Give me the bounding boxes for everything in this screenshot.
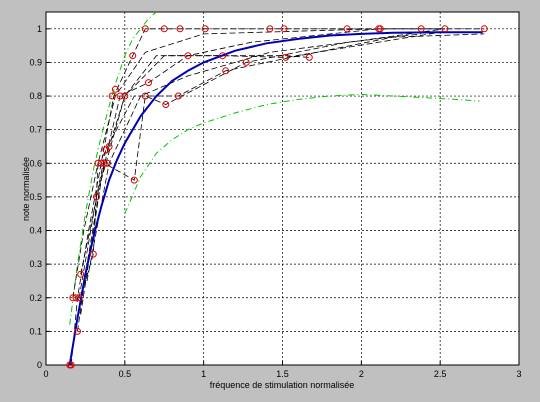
y-axis-ticks: 0 0.1 0.2 0.3 0.4 0.5 0.6 0.7 0.8 0.9 1: [29, 24, 50, 370]
data-point: [280, 25, 288, 33]
subject-curve: [80, 31, 441, 315]
data-point: [67, 361, 75, 369]
data-point: [74, 327, 81, 335]
data-point: [417, 25, 425, 33]
subject-curve: [77, 28, 445, 332]
data-point: [108, 92, 116, 100]
y-tick-label: 0: [37, 360, 42, 370]
data-point: [305, 53, 313, 61]
lower-bound-curve: [124, 93, 480, 214]
subject-curve: [80, 33, 422, 275]
data-point: [145, 79, 152, 87]
x-tick-label: 2.5: [434, 369, 447, 379]
data-point: [130, 176, 138, 184]
subject-curve: [86, 28, 445, 282]
data-point: [121, 92, 129, 100]
data-point: [141, 92, 149, 100]
data-point: [376, 25, 384, 33]
x-axis-ticks: 0 0.5 1 1.5 2 2.5 3: [43, 361, 522, 379]
y-tick-label: 0.8: [29, 91, 42, 101]
data-point: [72, 294, 80, 302]
data-point: [77, 270, 85, 278]
data-point: [100, 159, 108, 167]
y-tick-label: 0.5: [29, 192, 42, 202]
data-point: [480, 25, 488, 33]
mean-fit-line: [68, 31, 483, 366]
data-point: [219, 52, 227, 60]
data-point: [282, 53, 290, 61]
data-point: [89, 250, 97, 258]
subject-curve: [72, 55, 310, 298]
data-point: [242, 58, 250, 66]
data-point: [129, 52, 137, 60]
x-tick-label: 1: [201, 369, 206, 379]
y-tick-label: 0.4: [29, 226, 42, 236]
data-point: [201, 25, 209, 33]
y-tick-label: 0.7: [29, 125, 42, 135]
y-tick-label: 0.3: [29, 259, 42, 269]
y-tick-label: 0.9: [29, 57, 42, 67]
subject-curves: [69, 28, 485, 366]
data-point: [75, 294, 83, 302]
y-tick-label: 0.1: [29, 326, 42, 336]
x-tick-label: 1.5: [276, 369, 289, 379]
data-point: [176, 25, 184, 33]
data-point: [184, 52, 192, 60]
y-tick-label: 0.2: [29, 293, 42, 303]
subject-curve: [78, 33, 485, 298]
data-point: [105, 143, 113, 150]
x-tick-label: 2: [359, 369, 364, 379]
x-tick-label: 3: [516, 369, 521, 379]
mean-fit-curve: [68, 31, 483, 366]
data-point: [266, 25, 274, 33]
data-point: [160, 25, 168, 33]
y-axis-label: note normalisée: [21, 157, 31, 221]
x-axis-label: fréquence de stimulation normalisée: [210, 380, 355, 390]
grid-lines: [46, 12, 519, 365]
data-point: [141, 25, 149, 33]
data-point: [343, 25, 351, 33]
x-tick-label: 0: [43, 369, 48, 379]
data-point: [111, 85, 119, 93]
data-point: [116, 92, 124, 100]
data-point: [93, 193, 100, 201]
data-point: [222, 67, 230, 75]
y-tick-label: 1: [37, 24, 42, 34]
y-tick-label: 0.6: [29, 158, 42, 168]
data-point: [174, 92, 182, 100]
x-tick-label: 0.5: [119, 369, 132, 379]
data-points: [66, 25, 488, 369]
data-point: [162, 101, 170, 108]
data-point: [104, 159, 111, 167]
data-point: [441, 25, 449, 33]
